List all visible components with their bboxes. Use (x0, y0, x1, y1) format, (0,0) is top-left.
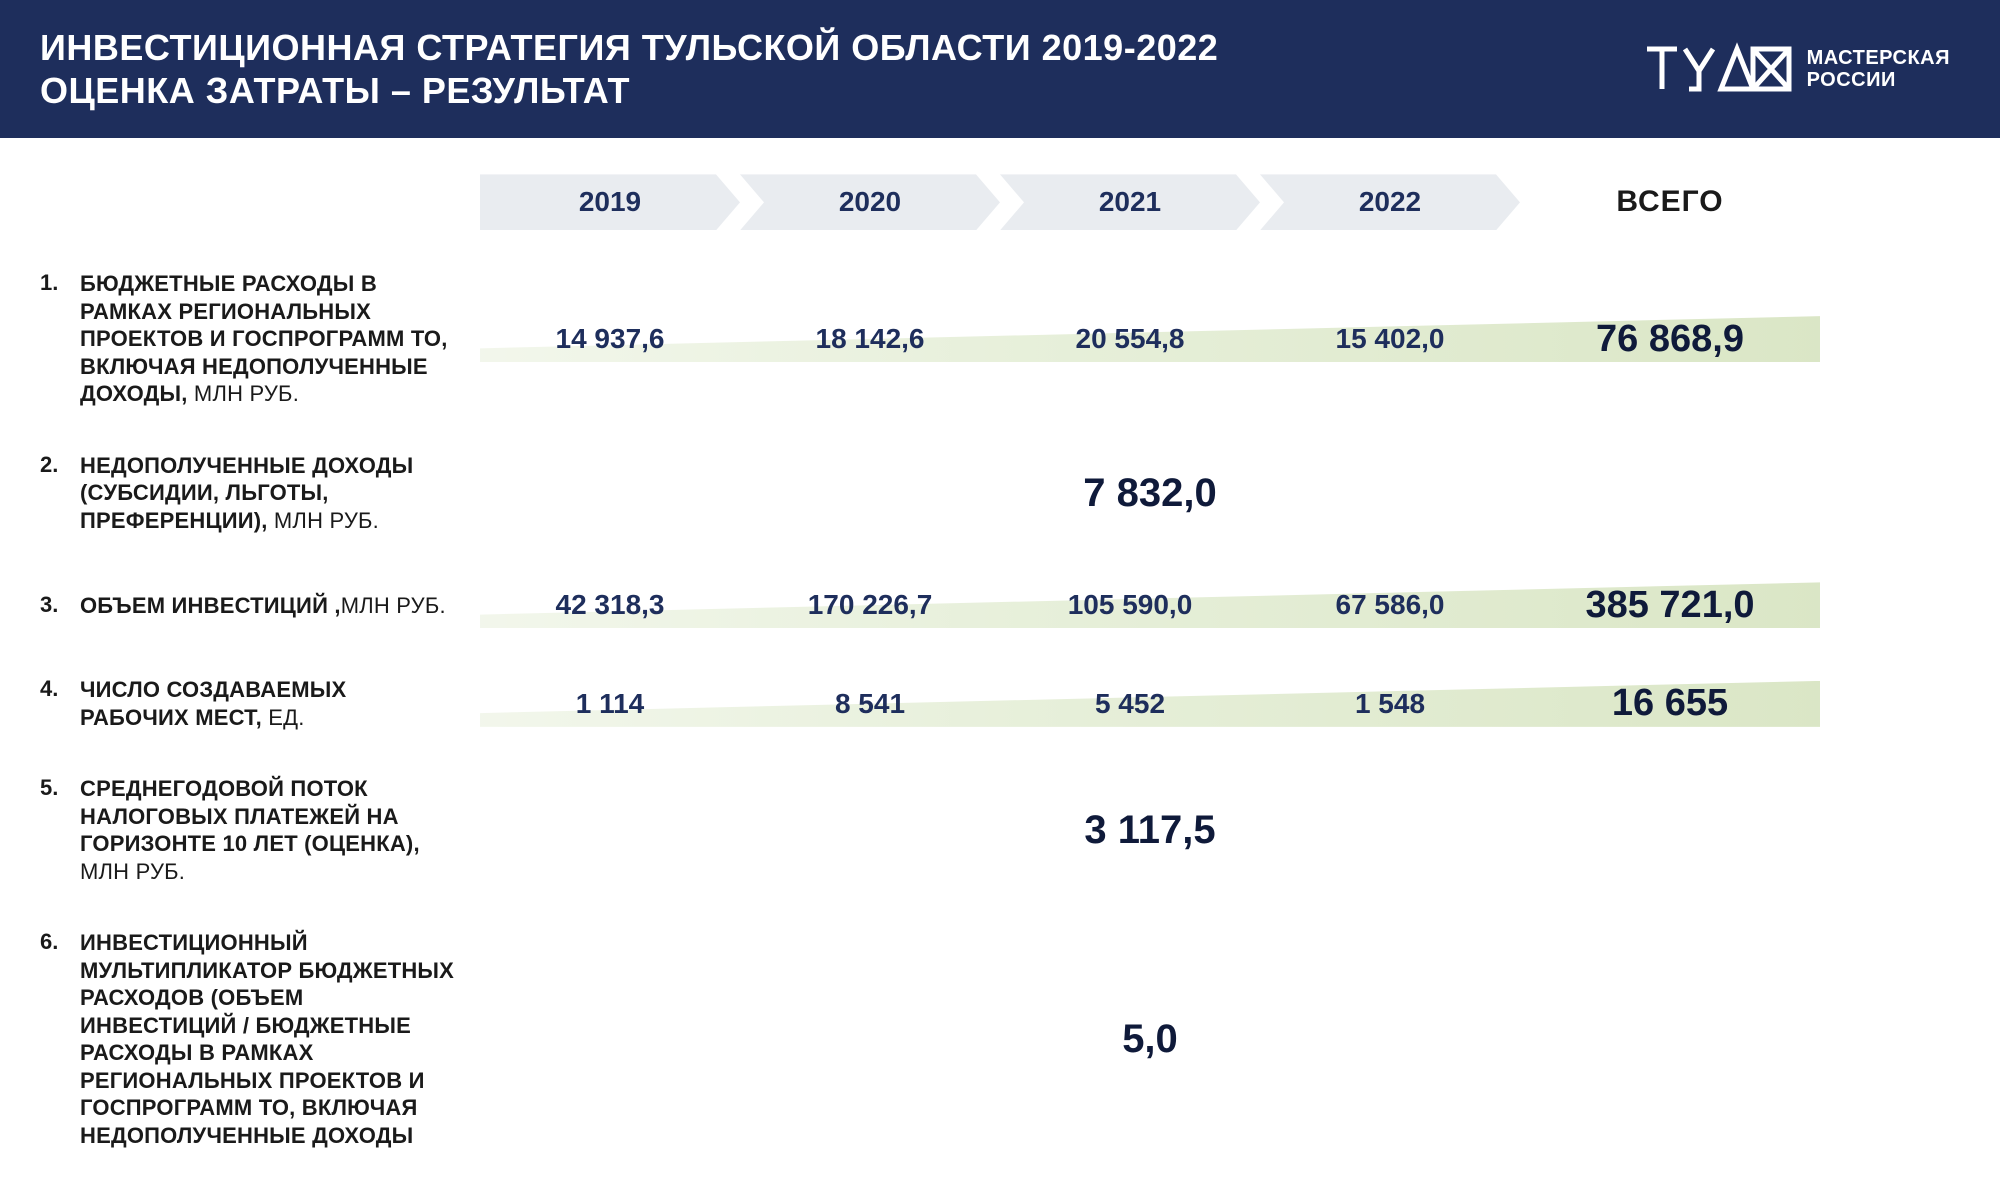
year-chevron: 2021 (1000, 174, 1260, 230)
yearly-values: 1 1148 5415 4521 54816 655 (480, 673, 1820, 735)
year-value: 1 548 (1260, 688, 1520, 720)
year-header-cell: 2021 (1000, 174, 1260, 230)
row-number: 4. (40, 676, 62, 702)
yearly-values: 14 937,618 142,620 554,815 402,076 868,9 (480, 308, 1820, 370)
single-value: 3 117,5 (480, 808, 1820, 853)
year-chevron: 2019 (480, 174, 740, 230)
year-value: 170 226,7 (740, 589, 1000, 621)
row-label-text: ОБЪЕМ ИНВЕСТИЦИЙ ,МЛН РУБ. (80, 592, 446, 620)
row-spacer (40, 889, 1820, 925)
brand-text-line-2: РОССИИ (1807, 69, 1950, 91)
row-unit: МЛН РУБ. (268, 508, 379, 533)
yearly-values-wrap: 14 937,618 142,620 554,815 402,076 868,9 (480, 308, 1820, 370)
title-line-2: ОЦЕНКА ЗАТРАТЫ – РЕЗУЛЬТАТ (40, 69, 1218, 112)
title-line-1: ИНВЕСТИЦИОННАЯ СТРАТЕГИЯ ТУЛЬСКОЙ ОБЛАСТ… (40, 26, 1218, 69)
year-chevron: 2020 (740, 174, 1000, 230)
row-label: 2. НЕДОПОЛУЧЕННЫЕ ДОХОДЫ (СУБСИДИИ, ЛЬГОТ… (40, 448, 480, 539)
tula-logo-icon (1643, 37, 1793, 101)
slide-header: ИНВЕСТИЦИОННАЯ СТРАТЕГИЯ ТУЛЬСКОЙ ОБЛАСТ… (0, 0, 2000, 138)
row-number: 2. (40, 452, 62, 478)
total-header: ВСЕГО (1520, 185, 1820, 219)
slide-titles: ИНВЕСТИЦИОННАЯ СТРАТЕГИЯ ТУЛЬСКОЙ ОБЛАСТ… (40, 26, 1218, 112)
single-value: 5,0 (480, 1017, 1820, 1062)
year-value: 42 318,3 (480, 589, 740, 621)
yearly-values-wrap: 42 318,3170 226,7105 590,067 586,0385 72… (480, 574, 1820, 636)
row-label: 5. СРЕДНЕГОДОВОЙ ПОТОК НАЛОГОВЫХ ПЛАТЕЖЕЙ… (40, 771, 480, 889)
row-number: 1. (40, 270, 62, 296)
year-header-cell: 2022 (1260, 174, 1520, 230)
row-label-text: ЧИСЛО СОЗДАВАЕМЫХ РАБОЧИХ МЕСТ, ЕД. (80, 676, 460, 731)
brand-text-line-1: МАСТЕРСКАЯ (1807, 47, 1950, 69)
year-value: 18 142,6 (740, 323, 1000, 355)
row-label-text: БЮДЖЕТНЫЕ РАСХОДЫ В РАМКАХ РЕГИОНАЛЬНЫХ … (80, 270, 460, 408)
year-value: 14 937,6 (480, 323, 740, 355)
row-label: 6. ИНВЕСТИЦИОННЫЙ МУЛЬТИПЛИКАТОР БЮДЖЕТНЫ… (40, 925, 480, 1153)
row-total: 385 721,0 (1520, 584, 1820, 627)
year-header-cell: 2020 (740, 174, 1000, 230)
year-header-cell: 2019 (480, 174, 740, 230)
row-label: 3. ОБЪЕМ ИНВЕСТИЦИЙ ,МЛН РУБ. (40, 588, 480, 624)
slide-body: 2019202020212022ВСЕГО 1. БЮДЖЕТНЫЕ РАСХОДЫ… (0, 138, 2000, 1177)
row-label: 1. БЮДЖЕТНЫЕ РАСХОДЫ В РАМКАХ РЕГИОНАЛЬНЫ… (40, 266, 480, 412)
row-unit: МЛН РУБ. (188, 381, 299, 406)
row-label-text: СРЕДНЕГОДОВОЙ ПОТОК НАЛОГОВЫХ ПЛАТЕЖЕЙ Н… (80, 775, 460, 885)
row-total: 16 655 (1520, 682, 1820, 725)
row-number: 5. (40, 775, 62, 801)
row-number: 6. (40, 929, 62, 955)
brand-text: МАСТЕРСКАЯ РОССИИ (1807, 47, 1950, 91)
yearly-values: 42 318,3170 226,7105 590,067 586,0385 72… (480, 574, 1820, 636)
row-unit: ЕД. (262, 705, 305, 730)
year-value: 5 452 (1000, 688, 1260, 720)
row-spacer (40, 636, 1820, 672)
yearly-values-wrap: 1 1148 5415 4521 54816 655 (480, 673, 1820, 735)
year-value: 20 554,8 (1000, 323, 1260, 355)
row-label-text: ИНВЕСТИЦИОННЫЙ МУЛЬТИПЛИКАТОР БЮДЖЕТНЫХ … (80, 929, 460, 1149)
year-value: 8 541 (740, 688, 1000, 720)
row-number: 3. (40, 592, 62, 618)
row-label: 4. ЧИСЛО СОЗДАВАЕМЫХ РАБОЧИХ МЕСТ, ЕД. (40, 672, 480, 735)
single-value: 7 832,0 (480, 471, 1820, 516)
year-chevron: 2022 (1260, 174, 1520, 230)
year-value: 105 590,0 (1000, 589, 1260, 621)
row-spacer (40, 412, 1820, 448)
year-value: 1 114 (480, 688, 740, 720)
row-unit: МЛН РУБ. (80, 859, 185, 884)
year-value: 15 402,0 (1260, 323, 1520, 355)
brand-logo: МАСТЕРСКАЯ РОССИИ (1643, 37, 1950, 101)
row-spacer (40, 538, 1820, 574)
row-label-text: НЕДОПОЛУЧЕННЫЕ ДОХОДЫ (СУБСИДИИ, ЛЬГОТЫ,… (80, 452, 460, 535)
row-spacer (40, 1153, 1820, 1177)
row-total: 76 868,9 (1520, 318, 1820, 361)
year-value: 67 586,0 (1260, 589, 1520, 621)
row-spacer (40, 735, 1820, 771)
row-spacer (40, 230, 1820, 266)
row-unit: МЛН РУБ. (341, 593, 446, 618)
